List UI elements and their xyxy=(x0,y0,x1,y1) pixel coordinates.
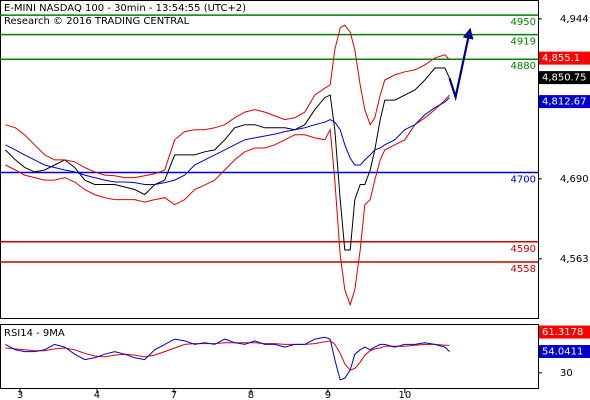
series-line xyxy=(5,94,450,307)
price-marker xyxy=(539,345,590,359)
level-label: 4880 xyxy=(511,61,536,72)
price-marker xyxy=(539,325,590,339)
series-line xyxy=(5,67,450,251)
level-label: 4590 xyxy=(511,244,536,255)
series-line xyxy=(5,97,450,185)
series-line xyxy=(5,340,450,371)
x-tick-label: 7 xyxy=(171,390,177,400)
price-marker-label: 4,812.67 xyxy=(542,97,587,108)
level-label: 4919 xyxy=(511,37,536,48)
price-marker-label: 54.0411 xyxy=(542,347,583,358)
price-marker-label: 4,855.1 xyxy=(542,53,580,64)
x-tick-label: 8 xyxy=(248,390,254,400)
price-marker xyxy=(539,51,590,65)
rsi-title: RSI14 - 9MA xyxy=(4,328,65,339)
y-tick-label: 30 xyxy=(560,368,573,379)
price-marker-label: 61.3178 xyxy=(542,327,583,338)
forecast-arrow xyxy=(448,27,474,102)
y-tick-label: 4,563 xyxy=(560,254,589,265)
y-tick-label: 4,690 xyxy=(560,174,589,185)
price-marker xyxy=(539,71,590,85)
x-tick-label: 4 xyxy=(94,390,100,400)
price-marker xyxy=(539,95,590,109)
level-label: 4950 xyxy=(511,17,536,28)
rsi-frame xyxy=(0,324,539,389)
chart-title: E-MINI NASDAQ 100 - 30min - 13:54:55 (UT… xyxy=(4,3,246,14)
series-line xyxy=(5,336,450,381)
x-tick-label: 3 xyxy=(17,390,23,400)
chart-subtitle: Research © 2016 TRADING CENTRAL xyxy=(4,16,190,27)
level-label: 4558 xyxy=(511,264,536,275)
price-marker-label: 4,850.75 xyxy=(542,73,587,84)
main-frame xyxy=(0,0,539,319)
series-line xyxy=(5,24,450,179)
y-tick-label: 4,944 xyxy=(560,14,589,25)
x-tick-label: 9 xyxy=(325,390,331,400)
x-tick-label: 10 xyxy=(398,390,411,400)
level-label: 4700 xyxy=(511,175,536,186)
